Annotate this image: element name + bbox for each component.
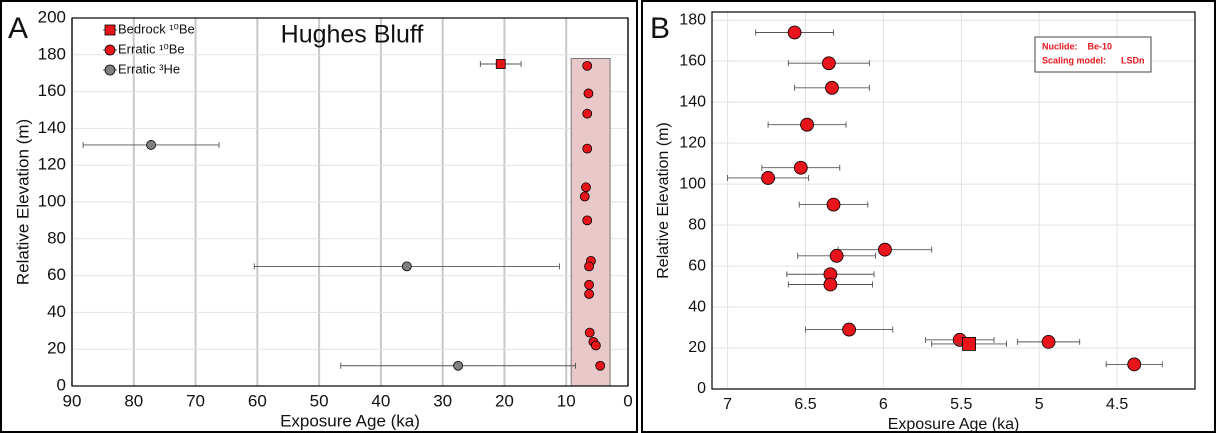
point (581, 182, 591, 193)
point (878, 242, 892, 257)
x-tick-label: 6.5 (794, 396, 816, 413)
y-tick-label: 40 (47, 302, 66, 321)
y-tick-label: 120 (679, 134, 706, 151)
point (582, 108, 593, 119)
point (1127, 357, 1142, 372)
x-axis-label: Exposure Age (ka) (280, 411, 420, 430)
x-tick-label: 5 (1035, 396, 1044, 413)
panel-label: A (8, 12, 28, 45)
y-tick-label: 60 (688, 257, 706, 274)
point (590, 340, 601, 351)
y-axis-label: Relative Elevation (m) (655, 122, 672, 279)
y-tick-label: 20 (47, 339, 66, 358)
x-axis-label: Exposure Age (ka) (888, 416, 1020, 433)
x-tick-label: 40 (371, 391, 390, 410)
axes-frame (711, 11, 1196, 390)
y-tick-label: 40 (688, 298, 706, 315)
point (1041, 334, 1056, 349)
point (823, 277, 838, 292)
point (821, 56, 836, 71)
x-tick-label: 50 (310, 391, 329, 410)
point (829, 248, 844, 263)
y-tick-label: 80 (688, 216, 706, 233)
plot-area (712, 12, 1195, 389)
x-tick-label: 30 (433, 391, 452, 410)
point (584, 261, 594, 272)
x-tick-label: 0 (623, 391, 632, 410)
point (793, 160, 808, 175)
point (583, 88, 594, 99)
x-tick-label: 10 (557, 391, 576, 410)
y-tick-label: 140 (679, 93, 706, 110)
point (584, 289, 594, 299)
y-tick-label: 0 (57, 375, 66, 394)
y-tick-label: 0 (697, 380, 706, 397)
axes-frame (71, 17, 629, 387)
point (962, 337, 976, 351)
point (584, 279, 594, 290)
point (582, 215, 593, 226)
annotation: Nuclide: Be-10 (1042, 41, 1112, 51)
point (146, 140, 156, 150)
y-tick-label: 160 (38, 81, 66, 100)
point (761, 171, 775, 185)
y-tick-label: 180 (679, 11, 706, 28)
y-axis-label: Relative Elevation (m) (13, 119, 32, 285)
x-tick-label: 60 (248, 391, 267, 410)
point (800, 117, 814, 132)
point (495, 59, 506, 69)
legend-label: Bedrock ¹⁰Be (118, 21, 195, 36)
point (453, 360, 464, 371)
y-tick-label: 20 (688, 339, 706, 356)
panel-label: B (650, 12, 670, 45)
y-tick-label: 160 (679, 52, 706, 69)
legend-label: Erratic ³He (118, 61, 180, 76)
y-tick-label: 200 (38, 7, 66, 26)
point (582, 143, 593, 154)
point (582, 60, 593, 71)
y-tick-label: 120 (38, 155, 66, 174)
panel-frame (641, 0, 1216, 433)
legend-label: Erratic ¹⁰Be (118, 41, 185, 56)
y-tick-label: 100 (38, 191, 66, 210)
annotation-box (1034, 36, 1152, 73)
x-tick-label: 70 (186, 391, 205, 410)
y-tick-label: 180 (38, 44, 66, 63)
point (104, 64, 116, 76)
x-tick-label: 80 (124, 391, 143, 410)
point (826, 197, 841, 212)
point (842, 322, 857, 337)
point (104, 24, 116, 36)
x-tick-label: 5.5 (950, 396, 972, 413)
annotation: Scaling model: LSDn (1042, 55, 1145, 65)
point (595, 360, 606, 371)
point (787, 25, 802, 40)
y-tick-label: 60 (47, 265, 66, 284)
y-tick-label: 80 (47, 228, 66, 247)
x-tick-label: 6 (879, 396, 888, 413)
point (401, 261, 412, 272)
point (104, 44, 116, 56)
x-tick-label: 4.5 (1106, 396, 1128, 413)
x-tick-label: 90 (63, 391, 82, 410)
point (825, 80, 839, 95)
x-tick-label: 7 (723, 396, 732, 413)
x-tick-label: 20 (495, 391, 514, 410)
chart-title: Hughes Bluff (281, 21, 424, 49)
point (579, 191, 590, 202)
panel-frame (0, 0, 638, 433)
y-tick-label: 100 (679, 175, 706, 192)
y-tick-label: 140 (38, 118, 66, 137)
point (584, 327, 595, 338)
